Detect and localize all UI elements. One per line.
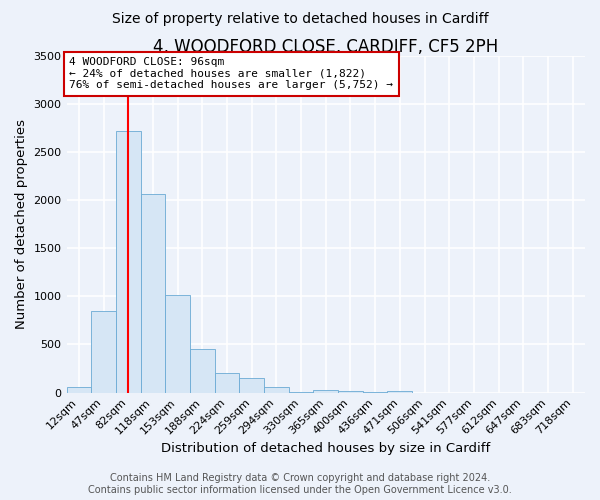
Bar <box>388 390 412 392</box>
Y-axis label: Number of detached properties: Number of detached properties <box>15 119 28 329</box>
Text: 4 WOODFORD CLOSE: 96sqm
← 24% of detached houses are smaller (1,822)
76% of semi: 4 WOODFORD CLOSE: 96sqm ← 24% of detache… <box>69 57 393 90</box>
Bar <box>91 310 116 392</box>
Bar <box>338 390 363 392</box>
Bar <box>140 194 165 392</box>
Text: Size of property relative to detached houses in Cardiff: Size of property relative to detached ho… <box>112 12 488 26</box>
Bar <box>165 296 190 392</box>
Bar <box>313 390 338 392</box>
Bar <box>215 373 239 392</box>
Text: Contains HM Land Registry data © Crown copyright and database right 2024.
Contai: Contains HM Land Registry data © Crown c… <box>88 474 512 495</box>
Title: 4, WOODFORD CLOSE, CARDIFF, CF5 2PH: 4, WOODFORD CLOSE, CARDIFF, CF5 2PH <box>153 38 499 56</box>
Bar <box>239 378 264 392</box>
Bar <box>67 387 91 392</box>
Bar <box>116 130 140 392</box>
X-axis label: Distribution of detached houses by size in Cardiff: Distribution of detached houses by size … <box>161 442 490 455</box>
Bar <box>190 349 215 393</box>
Bar <box>264 387 289 392</box>
